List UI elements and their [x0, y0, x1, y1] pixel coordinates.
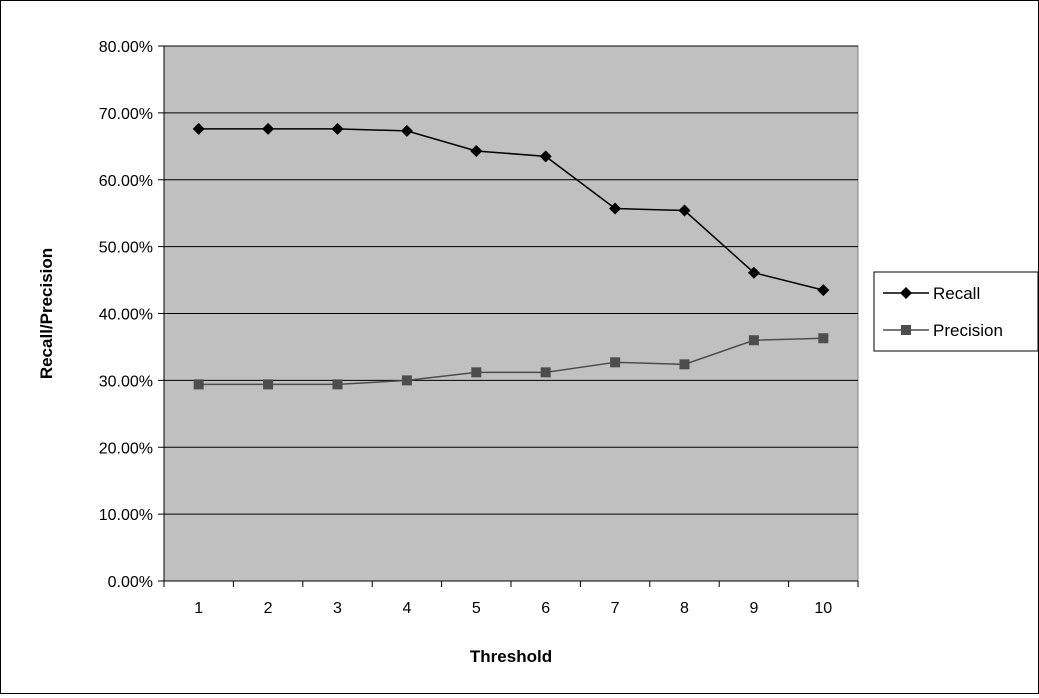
- x-tick-label: 4: [402, 600, 411, 617]
- y-axis-title: Recall/Precision: [37, 248, 56, 379]
- recall-point: [678, 204, 691, 217]
- y-tick-label: 30.00%: [99, 373, 153, 390]
- x-tick-label: 6: [541, 600, 550, 617]
- recall-point: [747, 266, 760, 279]
- y-tick-label: 20.00%: [99, 440, 153, 457]
- recall-point: [262, 122, 275, 135]
- y-tick-label: 0.00%: [108, 574, 153, 591]
- recall-point: [817, 284, 830, 297]
- precision-point: [401, 375, 412, 386]
- y-axis-ticks: 0.00% 10.00% 20.00% 30.00% 40.00% 50.00% 60.00…: [99, 39, 165, 591]
- y-tick-label: 10.00%: [99, 507, 153, 524]
- precision-point: [748, 335, 759, 346]
- recall-series: [192, 122, 830, 297]
- x-axis-ticks: 1 2 3 4 5 6 7 8 9 10: [163, 580, 859, 617]
- y-tick-label: 70.00%: [99, 106, 153, 123]
- x-tick-label: 10: [814, 600, 832, 617]
- y-tick-label: 80.00%: [99, 39, 153, 56]
- x-axis-title: Threshold: [470, 647, 552, 666]
- recall-point: [400, 124, 413, 137]
- recall-point: [192, 122, 205, 135]
- recall-line: [198, 128, 824, 291]
- precision-point: [263, 379, 274, 390]
- precision-line: [198, 337, 824, 386]
- precision-point: [540, 367, 551, 378]
- gridlines: [164, 45, 858, 515]
- recall-point: [331, 122, 344, 135]
- precision-point: [610, 357, 621, 368]
- legend-recall-label: Recall: [933, 284, 980, 303]
- legend-precision-label: Precision: [933, 321, 1003, 340]
- y-tick-label: 40.00%: [99, 307, 153, 324]
- legend: Recall Precision: [873, 271, 1039, 352]
- x-tick-label: 7: [611, 600, 620, 617]
- x-tick-label: 3: [333, 600, 342, 617]
- y-tick-label: 50.00%: [99, 240, 153, 257]
- x-tick-label: 8: [680, 600, 689, 617]
- recall-point: [470, 144, 483, 157]
- legend-precision-marker: [901, 325, 911, 335]
- x-tick-label: 5: [472, 600, 481, 617]
- legend-recall-marker: [900, 287, 912, 299]
- precision-point: [471, 367, 482, 378]
- recall-point: [609, 202, 622, 215]
- precision-point: [679, 359, 690, 370]
- x-tick-label: 9: [749, 600, 758, 617]
- series-layer: [192, 122, 830, 390]
- recall-point: [539, 150, 552, 163]
- precision-point: [193, 379, 204, 390]
- legend-box: [873, 271, 1039, 352]
- x-tick-label: 1: [194, 600, 203, 617]
- y-tick-label: 60.00%: [99, 173, 153, 190]
- precision-point: [818, 333, 829, 344]
- x-tick-label: 2: [264, 600, 273, 617]
- precision-series: [193, 333, 829, 390]
- precision-point: [332, 379, 343, 390]
